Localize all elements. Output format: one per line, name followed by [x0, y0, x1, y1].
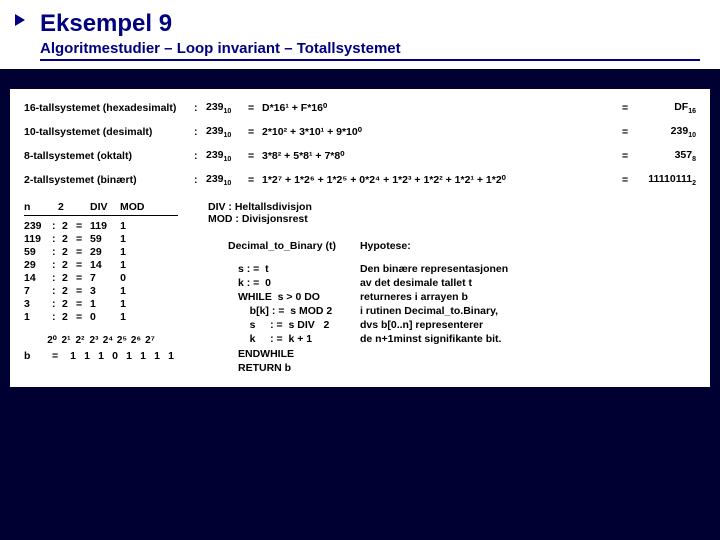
- sys-num: 23910: [206, 173, 248, 187]
- sys-expr: 3*8² + 5*8¹ + 7*8⁰: [262, 150, 622, 162]
- system-row: 16-tallsystemet (hexadesimalt):23910=D*1…: [24, 101, 696, 115]
- sys-expr: 2*10² + 3*10¹ + 9*10⁰: [262, 126, 622, 138]
- algo-title: Decimal_to_Binary (t): [228, 239, 336, 253]
- table-row: 7:2=31: [24, 285, 178, 297]
- slide-title: Eksempel 9: [40, 10, 700, 38]
- sys-result: DF16: [636, 101, 696, 115]
- sys-result: 23910: [636, 125, 696, 139]
- table-row: 119:2=591: [24, 233, 178, 245]
- table-rows: 239:2=1191119:2=59159:2=29129:2=14114:2=…: [24, 220, 178, 323]
- hypo-title: Hypotese:: [360, 239, 508, 253]
- mod-legend: MOD : Divisjonsrest: [208, 213, 696, 225]
- th-div: DIV: [90, 201, 120, 213]
- sys-num: 23910: [206, 149, 248, 163]
- hypo-lines: Den binære representasjonenav det desima…: [360, 262, 508, 347]
- sys-label: 2-tallsystemet (binært): [24, 174, 194, 186]
- sys-expr: 1*2⁷ + 1*2⁶ + 1*2⁵ + 0*2⁴ + 1*2³ + 1*2² …: [262, 174, 622, 186]
- algorithm-box: Decimal_to_Binary (t) s : = t k : = 0 WH…: [228, 239, 696, 375]
- b-eq: =: [52, 350, 66, 362]
- header-arrow-icon: [15, 14, 25, 26]
- algo-lines: s : = t k : = 0 WHILE s > 0 DO b[k] : = …: [238, 262, 336, 375]
- system-row: 8-tallsystemet (oktalt):23910=3*8² + 5*8…: [24, 149, 696, 163]
- table-row: 3:2=11: [24, 298, 178, 310]
- sys-result: 111101112: [636, 173, 696, 187]
- bits-row: b = 11101111: [24, 350, 178, 362]
- sys-label: 16-tallsystemet (hexadesimalt): [24, 102, 194, 114]
- table-header: n 2 DIV MOD: [24, 201, 178, 216]
- slide-subtitle: Algoritmestudier – Loop invariant – Tota…: [40, 40, 700, 61]
- powers-row: 2⁰2¹2²2³2⁴2⁵2⁶2⁷: [24, 335, 178, 346]
- table-row: 239:2=1191: [24, 220, 178, 232]
- th-2: 2: [58, 201, 90, 213]
- div-legend: DIV : Heltallsdivisjon: [208, 201, 696, 213]
- sys-num: 23910: [206, 101, 248, 115]
- th-mod: MOD: [120, 201, 146, 213]
- slide-header: Eksempel 9 Algoritmestudier – Loop invar…: [0, 0, 720, 69]
- lower-section: n 2 DIV MOD 239:2=1191119:2=59159:2=2912…: [24, 201, 696, 375]
- hypothesis: Hypotese: Den binære representasjonenav …: [360, 239, 508, 375]
- number-systems: 16-tallsystemet (hexadesimalt):23910=D*1…: [24, 101, 696, 187]
- b-label: b: [24, 350, 52, 362]
- divmod-legend: DIV : Heltallsdivisjon MOD : Divisjonsre…: [208, 201, 696, 225]
- th-n: n: [24, 201, 58, 213]
- algorithm: Decimal_to_Binary (t) s : = t k : = 0 WH…: [228, 239, 336, 375]
- sys-label: 10-tallsystemet (desimalt): [24, 126, 194, 138]
- sys-result: 3578: [636, 149, 696, 163]
- system-row: 2-tallsystemet (binært):23910=1*2⁷ + 1*2…: [24, 173, 696, 187]
- system-row: 10-tallsystemet (desimalt):23910=2*10² +…: [24, 125, 696, 139]
- slide-content: 16-tallsystemet (hexadesimalt):23910=D*1…: [10, 89, 710, 387]
- table-row: 29:2=141: [24, 259, 178, 271]
- bits: 11101111: [66, 350, 178, 362]
- table-row: 1:2=01: [24, 311, 178, 323]
- table-row: 14:2=70: [24, 272, 178, 284]
- sys-expr: D*16¹ + F*16⁰: [262, 102, 622, 114]
- sys-label: 8-tallsystemet (oktalt): [24, 150, 194, 162]
- division-table: n 2 DIV MOD 239:2=1191119:2=59159:2=2912…: [24, 201, 178, 375]
- table-row: 59:2=291: [24, 246, 178, 258]
- sys-num: 23910: [206, 125, 248, 139]
- right-section: DIV : Heltallsdivisjon MOD : Divisjonsre…: [208, 201, 696, 375]
